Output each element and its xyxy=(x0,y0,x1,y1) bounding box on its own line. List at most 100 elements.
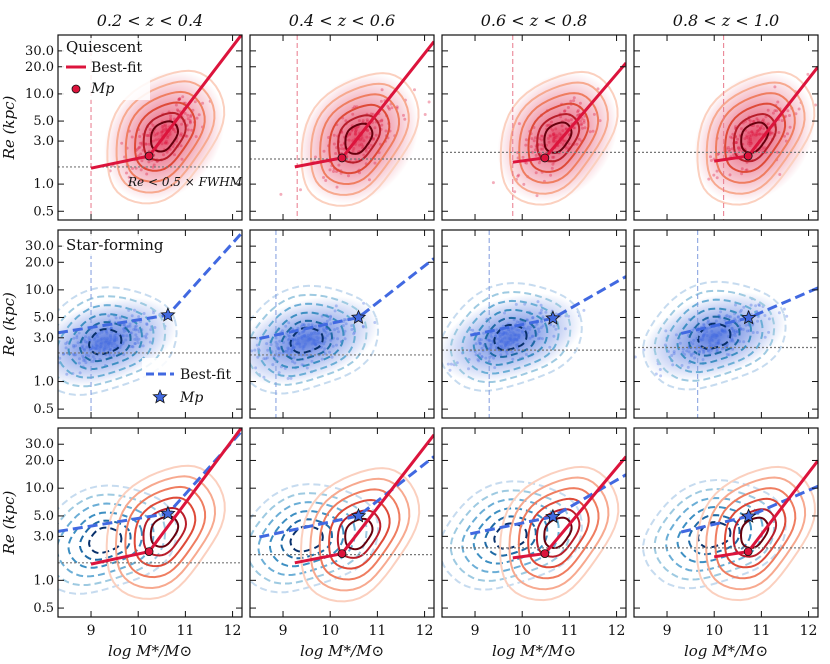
density-contour xyxy=(319,93,401,186)
scatter-point xyxy=(139,168,143,172)
scatter-point xyxy=(303,334,307,337)
scatter-point xyxy=(786,132,789,136)
density-contour xyxy=(665,298,764,374)
scatter-point xyxy=(523,333,527,337)
scatter-point xyxy=(123,323,126,327)
scatter-point xyxy=(752,133,756,137)
scatter-point xyxy=(134,328,138,332)
density-contour xyxy=(105,464,226,600)
scatter-point xyxy=(777,131,781,134)
scatter-point xyxy=(137,315,141,319)
best-fit-line xyxy=(713,459,818,559)
scatter-point xyxy=(733,332,737,336)
scatter-point xyxy=(298,342,301,346)
scatter-point xyxy=(552,334,556,338)
scatter-point xyxy=(121,340,125,344)
density-contour xyxy=(527,497,590,569)
scatter-point xyxy=(710,333,714,337)
scatter-point xyxy=(311,332,315,335)
scatter-point xyxy=(105,339,108,343)
x-axis-label: log M*/M⊙ xyxy=(492,642,576,660)
scatter-point xyxy=(276,345,279,349)
panel-frame xyxy=(633,34,819,221)
scatter-point xyxy=(66,340,69,344)
scatter-point xyxy=(371,112,375,116)
scatter-point xyxy=(194,135,198,139)
scatter-point xyxy=(471,328,475,332)
scatter-point xyxy=(739,127,743,131)
scatter-point xyxy=(151,123,155,127)
scatter-point xyxy=(498,340,502,343)
density-contour xyxy=(508,476,610,591)
scatter-point xyxy=(535,322,539,326)
scatter-point xyxy=(99,338,103,342)
scatter-point xyxy=(179,133,183,137)
scatter-point xyxy=(136,341,140,345)
density-contour xyxy=(676,307,753,365)
scatter-point xyxy=(139,152,143,156)
scatter-point xyxy=(108,354,112,358)
scatter-point xyxy=(113,346,116,350)
scatter-point xyxy=(160,125,164,128)
scatter-point xyxy=(510,327,514,331)
scatter-point xyxy=(188,120,192,124)
scatter-point xyxy=(280,329,284,333)
scatter-point xyxy=(741,327,745,331)
scatter-point xyxy=(340,147,344,151)
scatter-point xyxy=(729,135,732,139)
scatter-point xyxy=(512,340,516,344)
scatter-point xyxy=(286,349,290,353)
legend-fit-label: Best-fit xyxy=(91,60,142,76)
scatter-point xyxy=(145,332,149,336)
scatter-point xyxy=(524,353,528,356)
scatter-point xyxy=(112,339,116,343)
scatter-point xyxy=(185,134,189,138)
scatter-point xyxy=(353,127,357,131)
scatter-point xyxy=(761,147,765,151)
scatter-point xyxy=(567,119,571,123)
pivot-star-marker xyxy=(350,309,367,324)
density-contour xyxy=(289,525,324,553)
panel-plot-area xyxy=(634,230,818,418)
scatter-point xyxy=(767,317,771,321)
density-contour xyxy=(58,295,167,388)
scatter-point xyxy=(749,134,753,137)
scatter-point xyxy=(253,348,257,352)
density-contour xyxy=(58,484,178,595)
density-contour xyxy=(309,477,411,592)
scatter-point xyxy=(720,329,724,332)
scatter-point xyxy=(135,147,139,151)
scatter-point xyxy=(545,124,549,128)
scatter-point xyxy=(701,358,705,362)
scatter-point xyxy=(148,128,152,131)
scatter-point xyxy=(508,337,511,341)
scatter-point xyxy=(361,144,365,148)
scatter-point xyxy=(521,326,525,330)
scatter-point xyxy=(176,109,180,113)
density-contour xyxy=(472,308,549,366)
scatter-point xyxy=(745,329,749,333)
scatter-point xyxy=(163,141,167,145)
scatter-point xyxy=(756,129,760,133)
density-contour xyxy=(543,121,573,154)
scatter-point xyxy=(291,338,295,342)
scatter-point xyxy=(114,316,118,320)
scatter-point xyxy=(188,121,192,125)
scatter-point xyxy=(711,344,715,348)
scatter-point xyxy=(144,142,148,146)
scatter-point xyxy=(160,130,164,134)
scatter-point xyxy=(372,137,375,141)
scatter-point xyxy=(72,345,76,349)
density-contour xyxy=(499,70,619,206)
scatter-point xyxy=(701,338,705,342)
scatter-point xyxy=(85,345,89,349)
scatter-point xyxy=(780,119,784,123)
scatter-point xyxy=(143,334,147,338)
scatter-point xyxy=(702,323,706,327)
density-contour xyxy=(280,518,334,560)
scatter-point xyxy=(730,333,734,337)
row-label-quiescent: Quiescent xyxy=(66,38,142,56)
scatter-point xyxy=(413,88,416,92)
scatter-point xyxy=(755,131,759,135)
scatter-point xyxy=(82,359,86,363)
